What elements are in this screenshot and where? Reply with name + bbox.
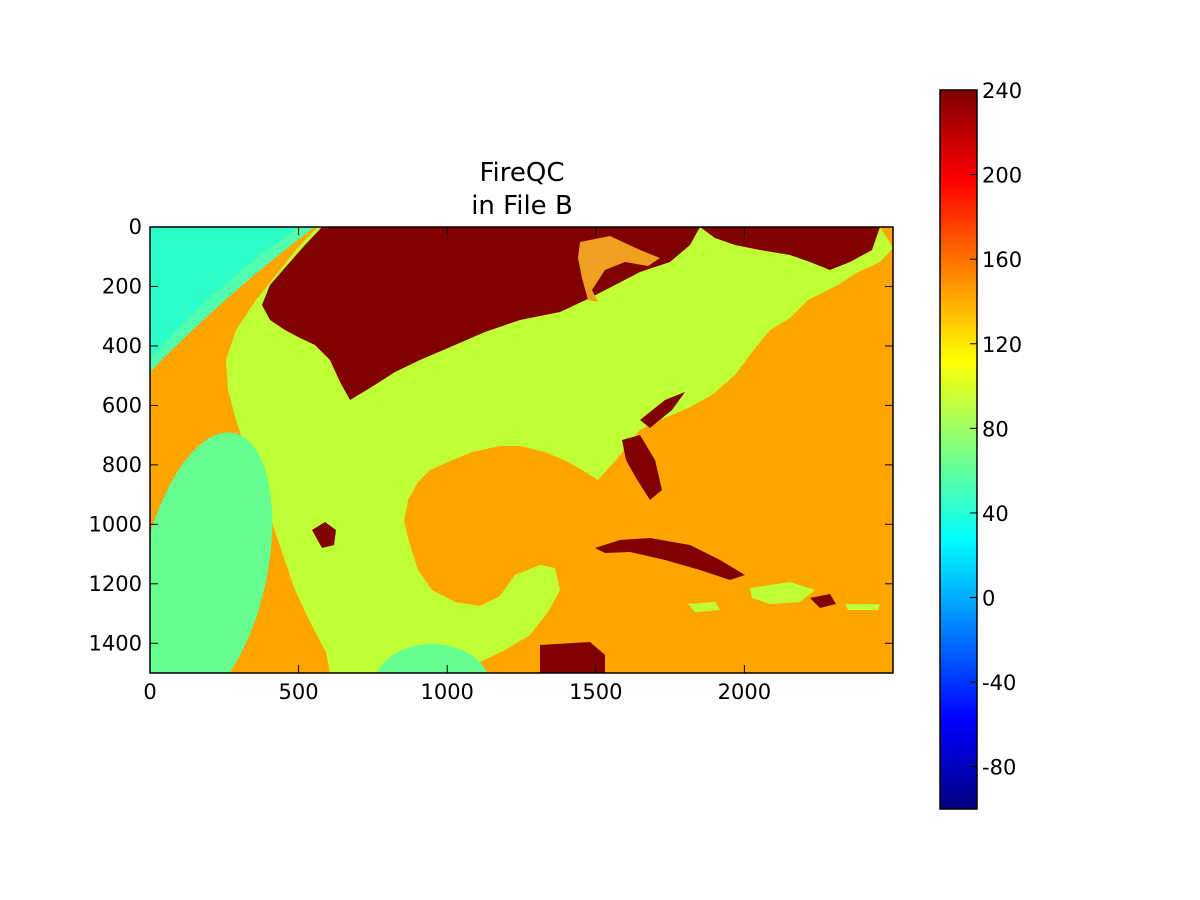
y-tick-label: 400 [102,334,142,358]
x-tick-label: 1500 [569,680,622,704]
dark-central-america [540,642,605,673]
colorbar-tick-label: 240 [982,79,1022,103]
corner-region [150,227,300,360]
colorbar [939,89,978,810]
ellipse-region-south [376,644,488,673]
colorbar-tick-label: 200 [982,164,1022,188]
x-tick-label: 500 [279,680,319,704]
colorbar-tick-label: 160 [982,248,1022,272]
caribbean-islands [688,582,880,612]
dark-cuba [595,538,745,580]
great-lakes [578,236,660,302]
y-tick-label: 0 [129,215,142,239]
y-tick-label: 800 [102,453,142,477]
y-tick-label: 1000 [89,512,142,536]
y-tick-label: 1200 [89,572,142,596]
x-axis-ticks: 0 500 1000 1500 2000 [143,227,771,704]
ellipse-region-west [150,432,273,673]
y-tick-label: 200 [102,274,142,298]
dark-florida [622,435,662,500]
dark-caribbean-spot [810,594,836,608]
colorbar-tick-label: -80 [982,756,1016,780]
colorbar-tick-label: 80 [982,417,1009,441]
y-tick-label: 1400 [89,631,142,655]
plot-frame [149,226,894,674]
x-tick-label: 1000 [420,680,473,704]
colorbar-tick-label: 120 [982,333,1022,357]
dark-coast-se [640,392,685,428]
y-axis-ticks: 0 200 400 600 800 1000 1200 1400 [89,215,893,655]
colorbar-tick-label: 40 [982,502,1009,526]
colorbar-tick-label: -40 [982,671,1016,695]
x-tick-label: 0 [143,680,156,704]
y-tick-label: 600 [102,393,142,417]
dark-mexico-spot [312,522,336,548]
heatmap-image [150,227,893,673]
chart-title-line-2: in File B [471,191,573,221]
colorbar-ticks: -80 -40 0 40 80 120 160 200 240 [970,79,1022,780]
dark-northeast-patch [700,227,880,270]
colorbar-tick-label: 0 [982,587,995,611]
x-tick-label: 2000 [718,680,771,704]
chart-title-line-1: FireQC [479,158,564,188]
